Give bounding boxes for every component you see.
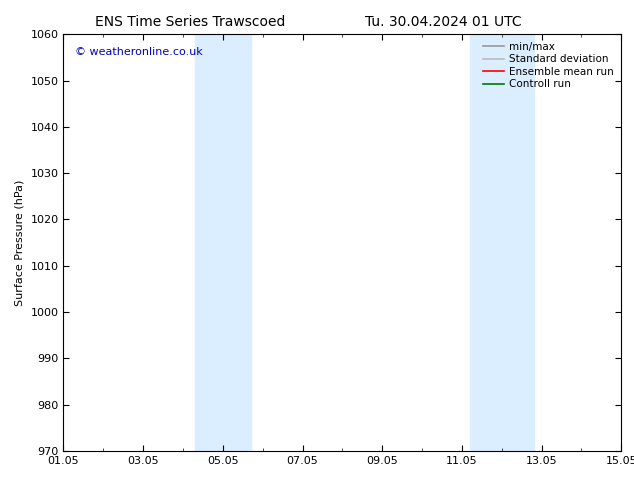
Text: © weatheronline.co.uk: © weatheronline.co.uk (75, 47, 202, 57)
Bar (470, 34, 534, 451)
Legend: min/max, Standard deviation, Ensemble mean run, Controll run: min/max, Standard deviation, Ensemble me… (481, 40, 616, 92)
Bar (195, 34, 250, 451)
Text: ENS Time Series Trawscoed: ENS Time Series Trawscoed (95, 15, 285, 29)
Text: Tu. 30.04.2024 01 UTC: Tu. 30.04.2024 01 UTC (365, 15, 522, 29)
Y-axis label: Surface Pressure (hPa): Surface Pressure (hPa) (15, 179, 25, 306)
